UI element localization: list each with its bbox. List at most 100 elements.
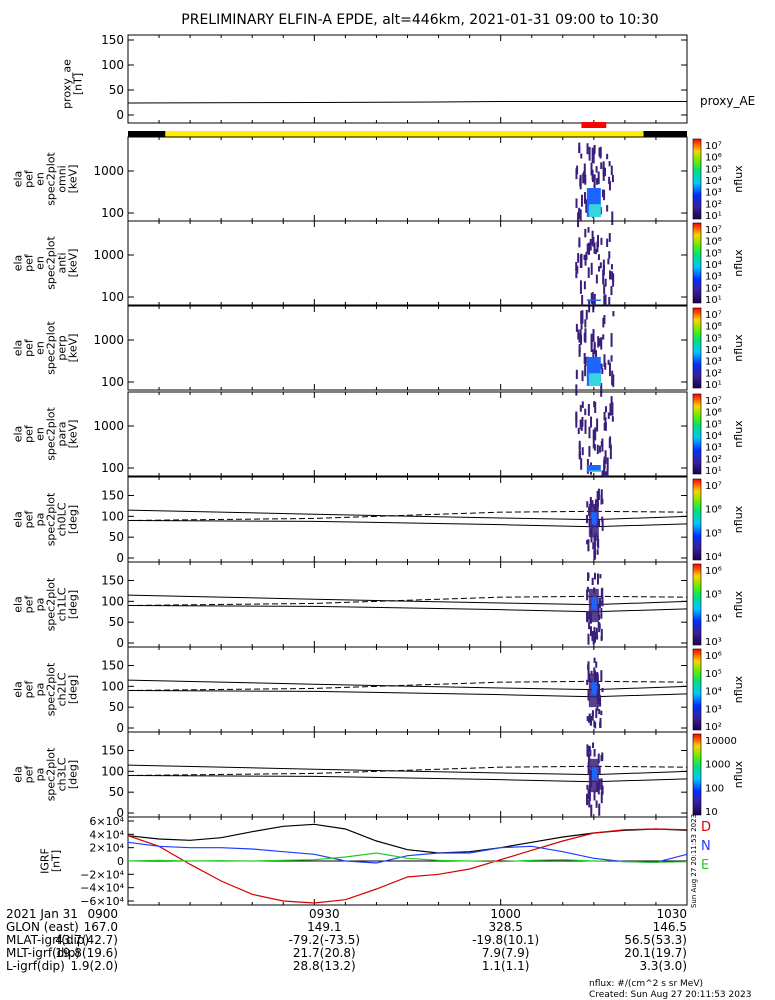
ylabel-line: para [56,422,69,447]
pa-pixel [591,500,594,507]
spec-pixel [575,262,578,272]
ylabel-line: pef [23,424,36,443]
spec-pixel [577,329,580,340]
spec-pixel [584,364,587,377]
spec-pixel [603,422,606,431]
colorbar-tick-label: 10² [705,283,722,294]
spec-pixel [596,178,599,185]
pa-pixel [586,589,589,601]
y-tick-label: 150 [101,744,124,758]
pa-pixel [590,626,593,637]
pa-pixel [597,488,600,496]
y-tick-label: −6×10⁴ [80,895,124,908]
spec-pixel [593,242,596,254]
ylabel-line: en [34,341,47,355]
pa-pixel [588,789,591,801]
footer-cell: -79.2(-73.5) [289,933,360,947]
colorbar-tick-label: 10³ [705,704,722,715]
pa-pixel [600,489,603,500]
pa-pixel [591,630,594,641]
colorbar-tick-label: 10³ [705,188,722,199]
spec-pixel [578,451,581,460]
panel-frame-para [127,391,688,477]
ylabel-line: ela [12,511,25,528]
ylabel-line: pef [23,595,36,614]
ylabel-line: pef [23,169,36,188]
y-tick-label: 150 [101,33,124,47]
spec-pixel [606,153,609,160]
spec-pixel [594,401,597,413]
spec-pixel [583,281,586,290]
ylabel-line: [deg] [67,505,80,534]
spec-pixel [583,170,586,183]
y-tick-label: 100 [101,206,124,220]
footer-cell: 1.1(1.1) [482,959,530,973]
ylabel-line: ela [12,426,25,443]
pa-pixel [587,545,590,552]
pa-pixel [593,790,596,801]
spec-pixel [579,329,582,340]
spec-pixel [584,319,587,328]
spec-pixel [603,464,606,478]
colorbar-tick-label: 10 [705,807,718,818]
pa-pixel [587,573,590,579]
spec-pixel [601,368,604,375]
footer-row-label: L-igrf(dip) [6,959,65,973]
footer-cell: 20.1(19.7) [624,946,687,960]
footer-cell: 7.9(7.9) [482,946,530,960]
ylabel-line: spec2plot [45,407,58,461]
colorbar-label: nflux [732,165,745,193]
pa-pixel [596,705,599,711]
colorbar-tick-label: 10³ [705,272,722,283]
spec-core [588,470,601,472]
spec-pixel [605,406,608,413]
pa-pixel [588,753,591,760]
pa-pixel [597,493,600,500]
spec-pixel [579,177,582,187]
spec-pixel [591,169,594,181]
spec-pixel [577,427,580,435]
igrf-line-H [127,823,688,854]
loss-cone-line [127,764,688,776]
colorbar-tick-label: 10⁵ [705,164,722,175]
ylabel-line: pa [34,513,47,527]
footer-cell: 21.7(20.8) [293,946,356,960]
ylabel-line: [nT] [50,850,63,872]
spec-pixel [575,198,578,208]
pa-pixel [592,635,595,645]
pitch-angle-marks [586,572,604,645]
pitch-angle-marks [586,742,604,817]
spec-pixel [606,205,609,212]
colorbar-title: nflux [732,675,745,703]
colorbar-label: nflux [732,334,745,362]
spec-pixel [611,370,614,386]
igrf-line-E [127,852,688,863]
spec-pixel [609,408,612,416]
y-tick-label: 100 [101,58,124,72]
ylabel-line: [deg] [67,675,80,704]
ae-line [127,101,687,104]
pa-pixel [590,715,593,726]
y-tick-label: 50 [109,615,124,629]
ylabel-line: pef [23,765,36,784]
y-tick-label: 150 [101,574,124,588]
colorbar-title: nflux [732,165,745,193]
spec-pixel [597,254,600,261]
y-tick-label: −2×10⁴ [80,868,124,881]
footer-row-label: GLON (east) [6,920,79,934]
ae-panel-frame [127,34,688,124]
pa-pixel [600,588,603,599]
spec-pixel [596,444,599,455]
colorbar-tick-label: 10⁶ [705,651,722,662]
spec-pixel [602,265,605,276]
colorbar-tick-label: 10⁵ [705,669,722,680]
colorbar-tick-label: 10⁵ [705,590,722,601]
pa-pixel [601,752,604,762]
colorbar-tick-label: 10000 [705,736,737,747]
colorbar-tick-label: 1000 [705,760,730,771]
spec-pixel [604,471,607,478]
spec-pixel [577,212,580,228]
colorbar-title: nflux [732,420,745,448]
y-tick-label: 100 [101,461,124,475]
